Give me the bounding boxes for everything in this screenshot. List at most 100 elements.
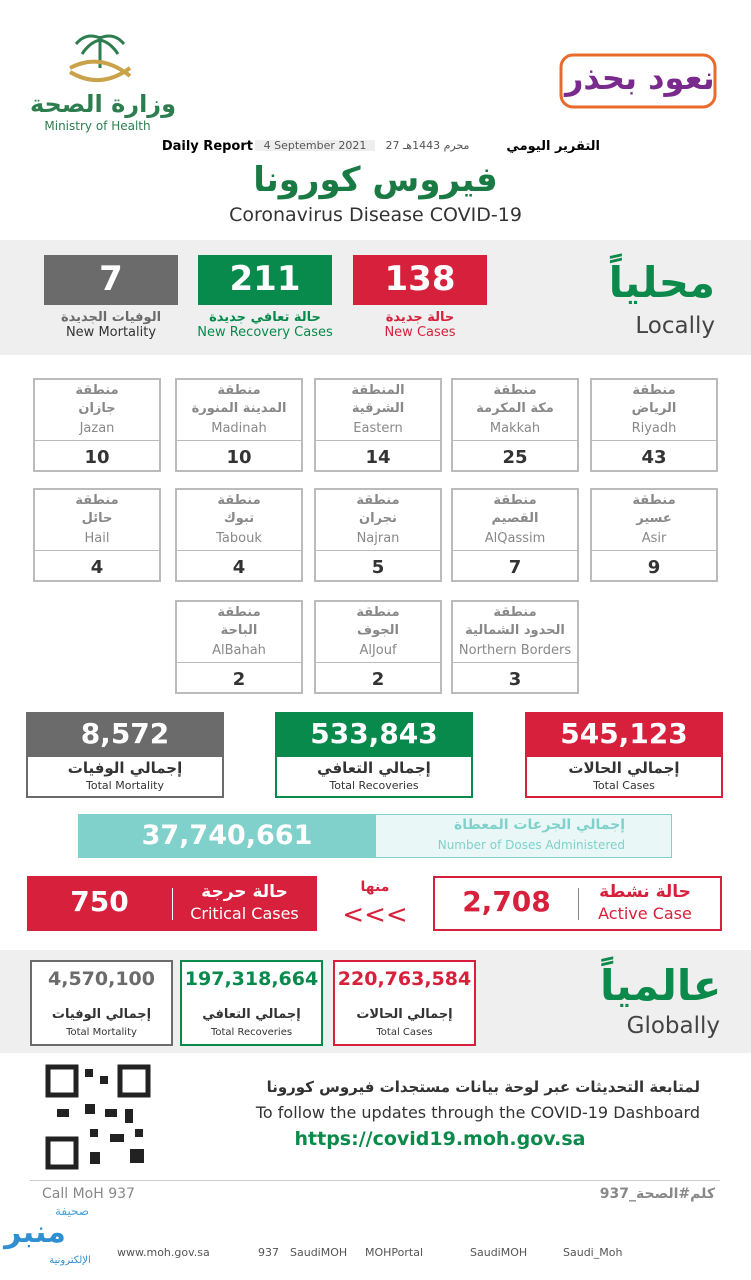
region-name-ar: عسير [636,511,672,526]
global-en: Total Recoveries [210,1027,293,1038]
region-divider [453,440,577,441]
region-value: 9 [647,557,661,578]
region-divider [453,550,577,551]
region-name-ar: الرياض [631,401,677,416]
total-en: Total Recoveries [329,779,419,792]
region-divider [35,550,159,551]
doses-en: Number of Doses Administered [437,838,625,852]
active-divider [578,888,579,920]
region-card [314,488,442,582]
social-link: 937 [258,1246,279,1259]
region-name-en: Jazan [79,421,115,436]
stat-box [353,255,487,305]
region-prefix: منطقة [632,383,676,398]
total-value: 545,123 [560,717,688,750]
global-value: 4,570,100 [48,968,155,990]
region-value: 2 [371,669,385,690]
social-link: Saudi_Moh [563,1246,623,1259]
region-name-ar: جازان [78,401,116,416]
follow-en: To follow the updates through the COVID-… [255,1103,700,1122]
region-name-en: AlBahah [212,643,266,658]
global-value: 220,763,584 [337,968,472,990]
stat-box [44,255,178,305]
region-name-en: Northern Borders [458,643,572,658]
total-ar: إجمالي التعافي [317,759,431,777]
region-card [33,488,161,582]
region-value: 10 [226,447,252,468]
global-value: 197,318,664 [184,968,319,990]
hijri: 27 محرم 1443هـ [385,139,470,152]
region-value: 2 [232,669,246,690]
logo-ar: وزارة الصحة [30,90,177,118]
campaign-badge [559,53,717,109]
local-label-ar: محلياً [608,258,715,307]
dashboard-url: https://covid19.moh.gov.sa [294,1128,586,1150]
region-name-ar: حائل [81,511,113,526]
region-divider [592,440,716,441]
region-value: 43 [641,447,667,468]
watermark: منبر [4,1215,66,1250]
title-ar: فيروس كورونا [253,160,498,200]
stat-value: 211 [229,259,301,299]
social-link: SaudiMOH [470,1246,528,1259]
watermark: صحيفة [54,1204,90,1218]
doses-ar: إجمالي الجرعات المعطاة [454,817,625,833]
local-label-en: Locally [635,313,715,339]
region-divider [592,550,716,551]
region-prefix: منطقة [356,605,400,620]
total-en: Total Mortality [86,779,164,792]
region-name-ar: الباحة [220,623,258,638]
doses-value: 37,740,661 [141,820,313,851]
call-moh: Call MoH 937 [42,1186,135,1202]
region-divider [453,662,577,663]
region-name-en: AlQassim [484,531,546,546]
region-divider [316,550,440,551]
region-name-ar: نجران [359,511,397,526]
global-card [180,960,323,1046]
stat-ar: حالة تعافي جديدة [209,310,321,325]
stat-en: New Mortality [65,325,157,340]
total-top [275,712,473,757]
region-prefix: منطقة [217,493,261,508]
logo-en: Ministry of Health [44,119,151,133]
region-card [451,488,579,582]
region-card [590,488,718,582]
region-value: 3 [508,669,522,690]
region-card [33,378,161,472]
region-name-ar: تبوك [223,511,255,526]
region-value: 5 [371,557,385,578]
doses-value-bg [78,814,376,858]
region-name-en: Hail [84,531,110,546]
stat-box [198,255,332,305]
watermark: الإلكترونية [49,1255,91,1266]
region-card [451,600,579,694]
region-name-ar: الشرقية [351,401,405,416]
total-ar: إجمالي الوفيات [67,759,183,777]
region-prefix: منطقة [493,493,537,508]
region-name-ar: الحدود الشمالية [465,623,565,638]
critical-divider [172,888,173,920]
region-prefix: المنطقة [351,383,405,398]
qr-code [45,1064,151,1170]
region-divider [177,662,301,663]
region-card [175,378,303,472]
stat-value: 138 [384,259,456,299]
active-value: 2,708 [462,885,551,918]
critical-en: Critical Cases [190,904,299,923]
region-prefix: منطقة [632,493,676,508]
region-prefix: منطقة [217,605,261,620]
global-en: Total Cases [376,1027,433,1038]
region-name-en: Madinah [211,421,267,436]
total-value: 533,843 [310,717,438,750]
total-ar: إجمالي الحالات [568,759,680,777]
region-name-en: Tabouk [216,531,262,546]
hashtag: كلم#الصحة_937 [599,1186,715,1202]
global-card [30,960,173,1046]
region-divider [177,440,301,441]
region-value: 14 [365,447,391,468]
social-link: MOHPortal [365,1246,424,1259]
arrows: <<< [342,900,408,930]
campaign: نعود بحذر [565,59,715,97]
region-prefix: منطقة [493,383,537,398]
